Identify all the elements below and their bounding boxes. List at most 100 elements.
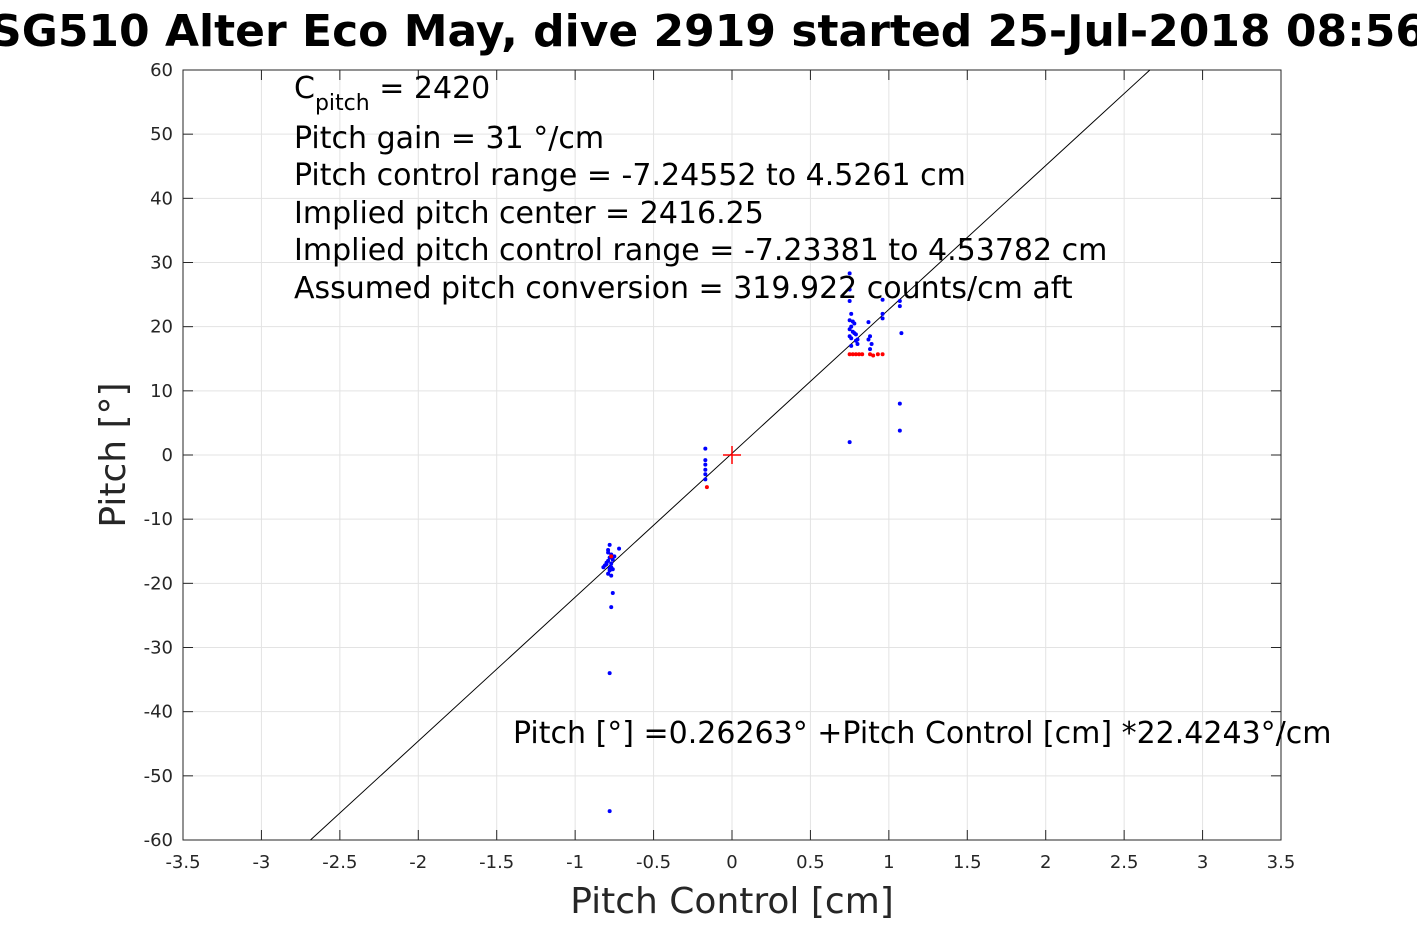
red-data-point: [860, 352, 865, 357]
pitch-control-range-annotation: Pitch control range = -7.24552 to 4.5261…: [294, 158, 966, 193]
fit-equation-annotation: Pitch [°] =0.26263° +Pitch Control [cm] …: [513, 716, 1331, 751]
blue-data-point: [612, 554, 617, 559]
blue-data-point: [847, 299, 852, 303]
blue-data-point: [703, 477, 708, 482]
blue-data-point: [852, 321, 857, 326]
y-tick-label: 20: [150, 317, 173, 338]
blue-data-point: [855, 341, 860, 346]
y-tick-label: -50: [144, 766, 173, 787]
blue-data-point: [847, 271, 852, 276]
blue-data-point: [847, 440, 852, 445]
x-tick-label: 1.5: [953, 852, 982, 873]
blue-data-point: [897, 304, 902, 309]
cpitch-symbol: C: [294, 71, 315, 106]
red-data-point: [880, 352, 885, 357]
red-data-point: [850, 352, 855, 357]
blue-data-point: [880, 316, 885, 321]
x-tick-label: -3.5: [165, 852, 200, 873]
blue-data-point: [849, 311, 854, 316]
x-tick-label: 3: [1197, 852, 1208, 873]
blue-data-point: [866, 337, 871, 342]
red-data-point: [853, 352, 858, 357]
cpitch-subscript: pitch: [315, 91, 370, 116]
x-tick-label: 2: [1040, 852, 1051, 873]
blue-data-point: [703, 472, 708, 477]
red-data-point: [609, 554, 614, 559]
implied-pitch-center-annotation: Implied pitch center = 2416.25: [294, 196, 764, 231]
red-data-point: [868, 352, 873, 357]
blue-data-point: [847, 318, 852, 323]
x-tick-label: 3.5: [1267, 852, 1296, 873]
y-tick-labels: 60 50 40 30 20 10 0 -10 -20 -30 -40 -50 -60: [144, 60, 173, 851]
blue-data-point: [899, 331, 904, 336]
y-tick-label: 50: [150, 124, 173, 145]
y-tick-label: -20: [144, 573, 173, 594]
grid-lines: [182, 69, 1282, 841]
red-data-point: [871, 353, 876, 358]
axis-ticks: [182, 69, 1282, 841]
blue-data-point: [607, 809, 612, 814]
center-marker: [723, 446, 741, 464]
blue-data-point: [880, 311, 885, 316]
blue-data-point: [869, 341, 874, 346]
red-data-point: [704, 485, 709, 490]
y-tick-label: 60: [150, 60, 173, 81]
blue-data-point: [868, 334, 873, 339]
blue-data-point: [607, 542, 612, 547]
blue-data-point: [703, 467, 708, 472]
blue-data-point: [607, 566, 612, 571]
y-tick-label: 0: [162, 445, 173, 466]
data-points: [601, 271, 904, 814]
blue-data-point: [617, 546, 622, 551]
y-tick-label: 30: [150, 253, 173, 274]
x-tick-label: -1.5: [479, 852, 514, 873]
blue-data-point: [703, 458, 708, 463]
chart-title: SG510 Alter Eco May, dive 2919 started 2…: [0, 6, 1417, 57]
blue-data-point: [609, 605, 614, 610]
red-data-point: [857, 352, 862, 357]
x-tick-label: 1: [883, 852, 894, 873]
blue-data-point: [868, 347, 873, 352]
x-tick-label: 2.5: [1110, 852, 1139, 873]
x-axis-label: Pitch Control [cm]: [570, 881, 894, 922]
x-tick-label: -3: [252, 852, 270, 873]
x-tick-label: -1: [566, 852, 584, 873]
red-data-point: [875, 352, 880, 357]
x-tick-label: -0.5: [636, 852, 671, 873]
blue-data-point: [849, 336, 854, 341]
blue-data-point: [703, 446, 708, 451]
blue-data-point: [609, 573, 614, 578]
blue-data-point: [606, 550, 611, 555]
blue-data-point: [853, 338, 858, 343]
blue-data-point: [601, 565, 606, 570]
blue-data-point: [604, 560, 609, 565]
blue-data-point: [853, 332, 858, 337]
blue-data-point: [847, 287, 852, 292]
x-tick-labels: -3.5 -3 -2.5 -2 -1.5 -1 -0.5 0 0.5 1 1.5 2 2.5 3 3.5: [165, 852, 1295, 873]
y-axis-label: Pitch [°]: [93, 382, 134, 527]
blue-data-point: [897, 428, 902, 433]
blue-data-point: [610, 567, 615, 572]
blue-data-point: [849, 343, 854, 348]
blue-data-point: [610, 557, 615, 562]
cpitch-annotation: Cpitch = 2420: [294, 71, 490, 116]
red-data-point: [847, 352, 852, 357]
blue-data-point: [606, 571, 611, 576]
blue-data-point: [897, 299, 902, 303]
blue-data-point: [847, 327, 852, 332]
blue-data-point: [880, 297, 885, 302]
y-tick-label: -60: [144, 830, 173, 851]
x-tick-label: 0: [726, 852, 737, 873]
y-tick-label: -40: [144, 702, 173, 723]
blue-data-point: [609, 561, 614, 566]
x-tick-label: -2.5: [322, 852, 357, 873]
blue-data-point: [897, 401, 902, 406]
blue-data-point: [610, 590, 615, 595]
x-tick-label: -2: [409, 852, 427, 873]
y-tick-label: 10: [150, 381, 173, 402]
blue-data-point: [866, 320, 871, 325]
x-tick-label: 0.5: [796, 852, 825, 873]
assumed-pitch-conversion-annotation: Assumed pitch conversion = 319.922 count…: [294, 271, 1073, 306]
